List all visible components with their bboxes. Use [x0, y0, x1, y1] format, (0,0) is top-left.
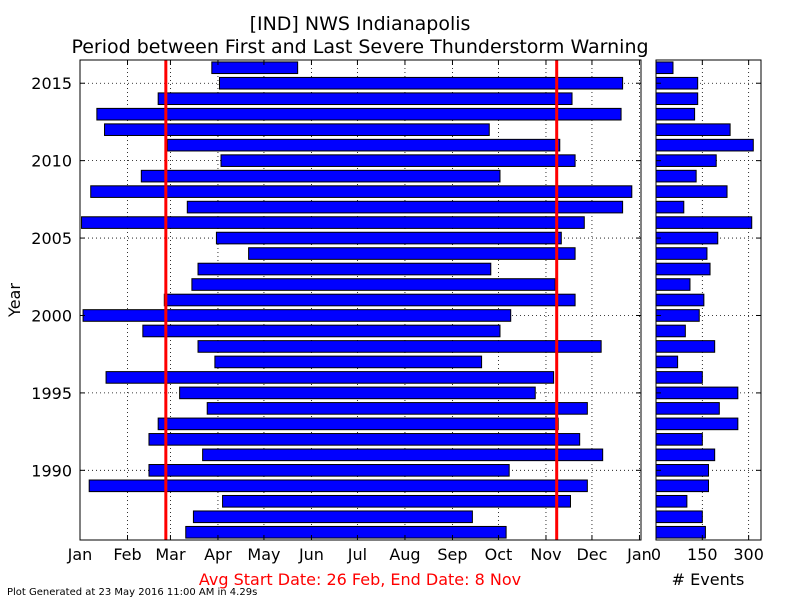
event-count-bar: [655, 494, 688, 508]
warning-period-bar: [197, 262, 492, 276]
event-count-bar: [655, 448, 716, 462]
event-count-bar: [655, 386, 739, 400]
warning-period-bar: [142, 324, 501, 338]
warning-period-bar: [218, 76, 624, 90]
event-count-bar: [655, 293, 705, 307]
warning-period-bar: [206, 402, 588, 415]
warning-period-bar: [211, 61, 299, 75]
warning-period-bar: [186, 200, 624, 214]
avg-lines: [164, 60, 559, 540]
warning-period-bar: [90, 185, 633, 198]
main-x-tick-label: May: [247, 545, 280, 564]
main-bars: [81, 61, 633, 539]
warning-period-bar: [220, 154, 576, 167]
main-y-tick-label: 2010: [31, 152, 72, 171]
event-count-bar: [655, 464, 709, 477]
main-x-tick-label: Aug: [389, 545, 420, 564]
warning-period-bar: [197, 340, 602, 353]
event-count-bar: [655, 402, 720, 415]
event-count-bar: [655, 355, 679, 369]
warning-period-bar: [248, 247, 576, 260]
footer-text: Plot Generated at 23 May 2016 11:00 AM i…: [7, 587, 257, 598]
event-count-bar: [655, 200, 685, 214]
warning-period-bar: [148, 464, 510, 477]
warning-period-bar: [82, 309, 512, 322]
main-x-tick-label: Nov: [530, 545, 561, 564]
event-count-bar: [655, 107, 696, 121]
warning-period-bar: [163, 293, 576, 307]
event-count-bar: [655, 340, 716, 353]
warning-period-bar: [185, 525, 507, 539]
main-x-tick-label: Sep: [437, 545, 467, 564]
side-bars: [655, 61, 754, 539]
warning-period-bar: [191, 278, 556, 291]
main-plot-frame: [79, 59, 642, 541]
warning-period-bar: [202, 448, 604, 462]
warning-period-bar: [157, 417, 559, 431]
main-x-tick-label: Mar: [155, 545, 186, 564]
warning-period-bar: [157, 92, 573, 106]
main-x-tick-label: Jan: [626, 545, 652, 564]
chart-title-line2: Period between First and Last Severe Thu…: [71, 36, 648, 58]
warning-period-bar: [214, 355, 483, 369]
event-count-bar: [655, 433, 703, 446]
event-count-bar: [655, 262, 711, 276]
side-plot-frame: [655, 59, 762, 541]
main-y-axis-label: Year: [5, 283, 24, 318]
event-count-bar: [655, 510, 703, 524]
main-x-tick-label: Oct: [485, 545, 513, 564]
main-x-tick-label: Feb: [113, 545, 141, 564]
event-count-bar: [655, 92, 699, 106]
warning-period-bar: [96, 107, 622, 121]
main-x-tick-label: Apr: [204, 545, 232, 564]
warning-period-bar: [179, 386, 536, 400]
event-count-bar: [655, 247, 708, 260]
event-count-bar: [655, 417, 739, 431]
side-x-tick-label: 0: [651, 545, 661, 564]
event-count-bar: [655, 278, 691, 291]
warning-period-bar: [166, 138, 561, 152]
warning-period-bar: [215, 231, 562, 245]
main-y-tick-label: 2005: [31, 229, 72, 248]
event-count-bar: [655, 76, 699, 90]
warning-period-bar: [105, 371, 555, 384]
main-x-tick-label: Jun: [298, 545, 324, 564]
main-x-tick-label: Jan: [67, 545, 93, 564]
event-count-bar: [655, 324, 686, 338]
main-y-tick-label: 2015: [31, 74, 72, 93]
event-count-bar: [655, 61, 674, 75]
warning-period-bar: [81, 216, 585, 229]
event-count-bar: [655, 169, 697, 183]
event-count-bar: [655, 216, 753, 229]
warning-period-bar: [104, 123, 490, 136]
avg-date-label: Avg Start Date: 26 Feb, End Date: 8 Nov: [199, 570, 521, 589]
side-axis-ticks: 0 150 300: [651, 60, 764, 564]
main-x-tick-label: Jul: [347, 545, 367, 564]
main-x-tick-label: Dec: [576, 545, 607, 564]
main-y-tick-label: 1990: [31, 461, 72, 480]
warning-period-bar: [88, 479, 588, 493]
event-count-bar: [655, 138, 754, 152]
chart-title-line1: [IND] NWS Indianapolis: [250, 13, 471, 35]
event-count-bar: [655, 479, 709, 493]
main-axis-ticks: Jan Feb Mar Apr May Jun Jul Aug Sep Oct Nov Dec Jan 1…: [31, 60, 652, 564]
event-count-bar: [655, 185, 728, 198]
event-count-bar: [655, 123, 731, 136]
main-y-tick-label: 2000: [31, 306, 72, 325]
event-count-bar: [655, 371, 703, 384]
main-y-tick-label: 1995: [31, 384, 72, 403]
side-x-tick-label: 300: [733, 545, 764, 564]
warning-period-bar: [148, 433, 581, 446]
side-x-axis-label: # Events: [672, 570, 745, 589]
event-count-bar: [655, 309, 700, 322]
event-count-bar: [655, 154, 717, 167]
warning-period-bar: [222, 494, 571, 508]
side-x-tick-label: 150: [687, 545, 718, 564]
warning-period-bar: [140, 169, 501, 183]
event-count-bar: [655, 231, 719, 245]
warning-period-bar: [192, 510, 473, 524]
event-count-bar: [655, 525, 706, 539]
